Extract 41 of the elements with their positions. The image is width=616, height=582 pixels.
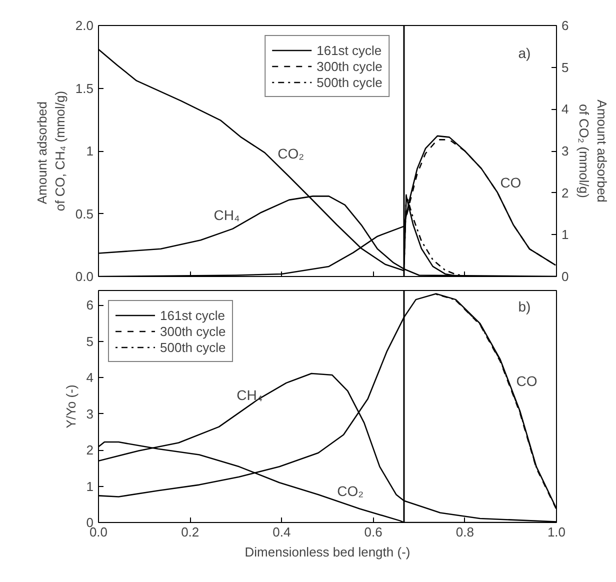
y-tick-label: 2.0 xyxy=(75,18,94,33)
y2-tick-label: 4 xyxy=(562,102,569,117)
y2-tick-label: 5 xyxy=(562,60,569,75)
y2-tick-label: 1 xyxy=(562,227,569,242)
y2-tick-label: 3 xyxy=(562,144,569,158)
legend-label: 300th cycle xyxy=(160,323,226,339)
annotation: b) xyxy=(518,298,531,315)
y-tick-label: 5 xyxy=(86,334,94,349)
annotation: CO xyxy=(500,174,522,190)
x-tick-label: 0.8 xyxy=(456,524,474,540)
y-tick-label: 3 xyxy=(86,406,94,422)
y-tick-label: 0.5 xyxy=(75,206,94,222)
y2-tick-label: 6 xyxy=(562,18,569,33)
y-tick-label: 2 xyxy=(86,442,94,458)
annotation: CO₂ xyxy=(278,146,304,162)
legend-label: 500th cycle xyxy=(316,74,382,90)
annotation: a) xyxy=(518,45,531,62)
annotation: CH₄ xyxy=(214,207,240,224)
y-axis-title: Y/Yo (-) xyxy=(63,384,78,428)
annotation: CH₄ xyxy=(236,386,263,403)
y-tick-label: 1 xyxy=(86,144,94,158)
annotation: CO₂ xyxy=(337,483,364,500)
y2-tick-label: 2 xyxy=(562,185,569,200)
y-tick-label: 4 xyxy=(86,370,94,385)
legend-label: 161st cycle xyxy=(160,307,226,323)
legend-label: 161st cycle xyxy=(316,42,382,58)
y2-tick-label: 0 xyxy=(562,269,569,284)
x-tick-label: 1.0 xyxy=(547,524,566,540)
y-tick-label: 1.5 xyxy=(75,80,94,96)
x-tick-label: 0.6 xyxy=(364,524,382,540)
y-tick-label: 6 xyxy=(86,298,94,312)
legend-label: 500th cycle xyxy=(160,339,226,355)
y-tick-label: 1 xyxy=(86,478,94,494)
y-axis-title: Amount adsorbed of CO, CH₄ (mmol/g) xyxy=(34,90,68,212)
y-tick-label: 0.0 xyxy=(75,269,94,284)
legend-label: 300th cycle xyxy=(316,58,382,74)
x-tick-label: 0.4 xyxy=(272,524,291,540)
x-tick-label: 0.2 xyxy=(181,524,200,540)
annotation: CO xyxy=(516,372,538,389)
y2-axis-title: Amount adsorbed of CO₂ (mmol/g) xyxy=(576,100,610,202)
x-axis-title: Dimensionless bed length (-) xyxy=(244,544,410,560)
